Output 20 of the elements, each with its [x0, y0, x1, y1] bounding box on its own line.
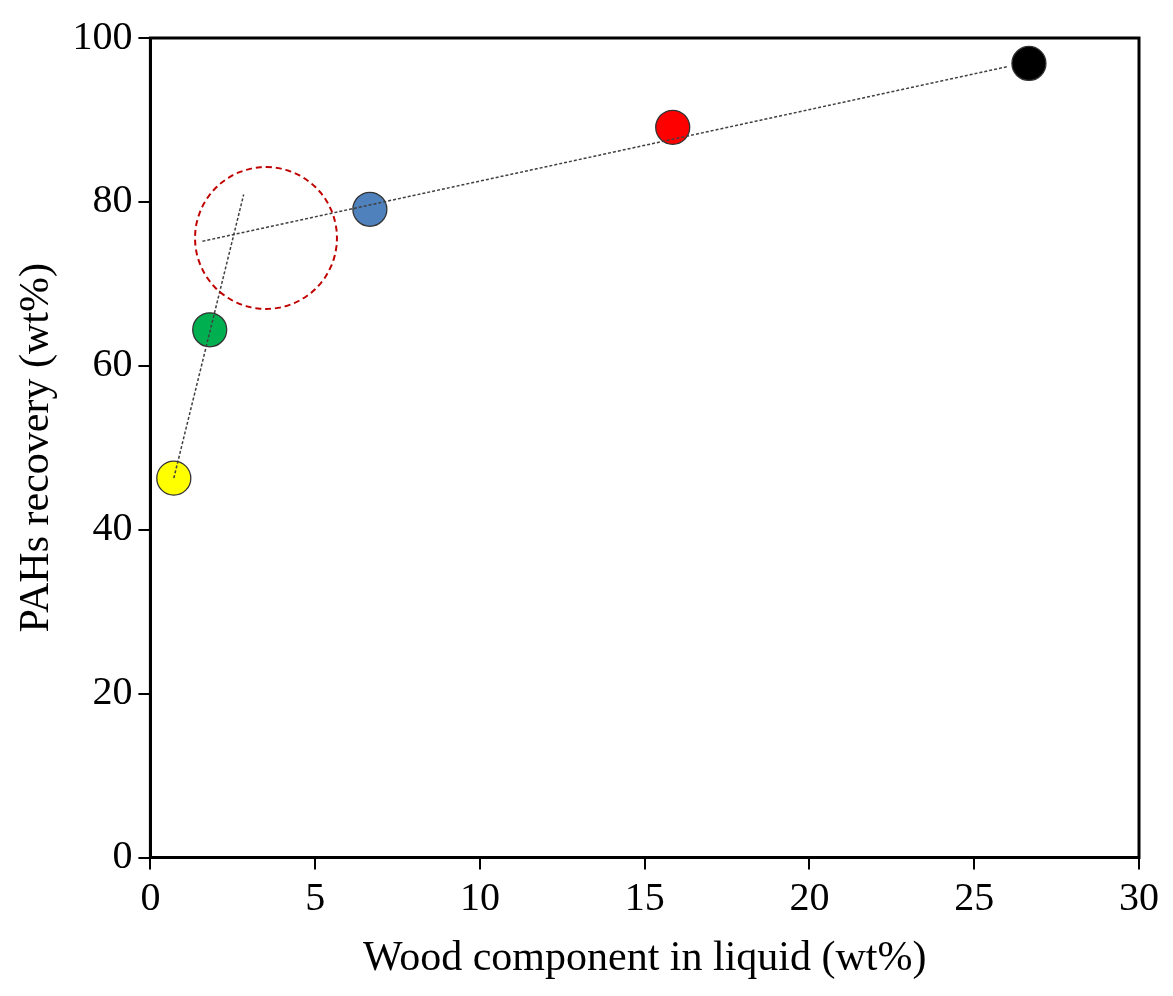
point — [192, 312, 228, 348]
y-tick-label: 100 — [72, 12, 133, 58]
x-tick-label: 0 — [140, 874, 161, 920]
x-tick-label: 5 — [305, 874, 326, 920]
y-tick-label: 80 — [92, 176, 133, 222]
x-tick-label: 20 — [789, 874, 830, 920]
y-tick-label: 20 — [92, 668, 133, 714]
x-tick-label: 30 — [1119, 874, 1159, 920]
point — [655, 109, 691, 145]
point — [1011, 45, 1047, 82]
y-axis-title: PAHs recovery (wt%) — [11, 263, 59, 633]
point — [352, 191, 388, 227]
x-tick-label: 25 — [954, 874, 995, 920]
point — [156, 460, 192, 496]
x-axis-title: Wood component in liquid (wt%) — [362, 932, 927, 980]
y-tick-label: 60 — [92, 340, 133, 386]
x-tick-label: 10 — [459, 874, 500, 920]
y-tick-label: 0 — [112, 832, 133, 878]
x-tick-label: 15 — [624, 874, 665, 920]
y-tick-label: 40 — [92, 504, 133, 550]
